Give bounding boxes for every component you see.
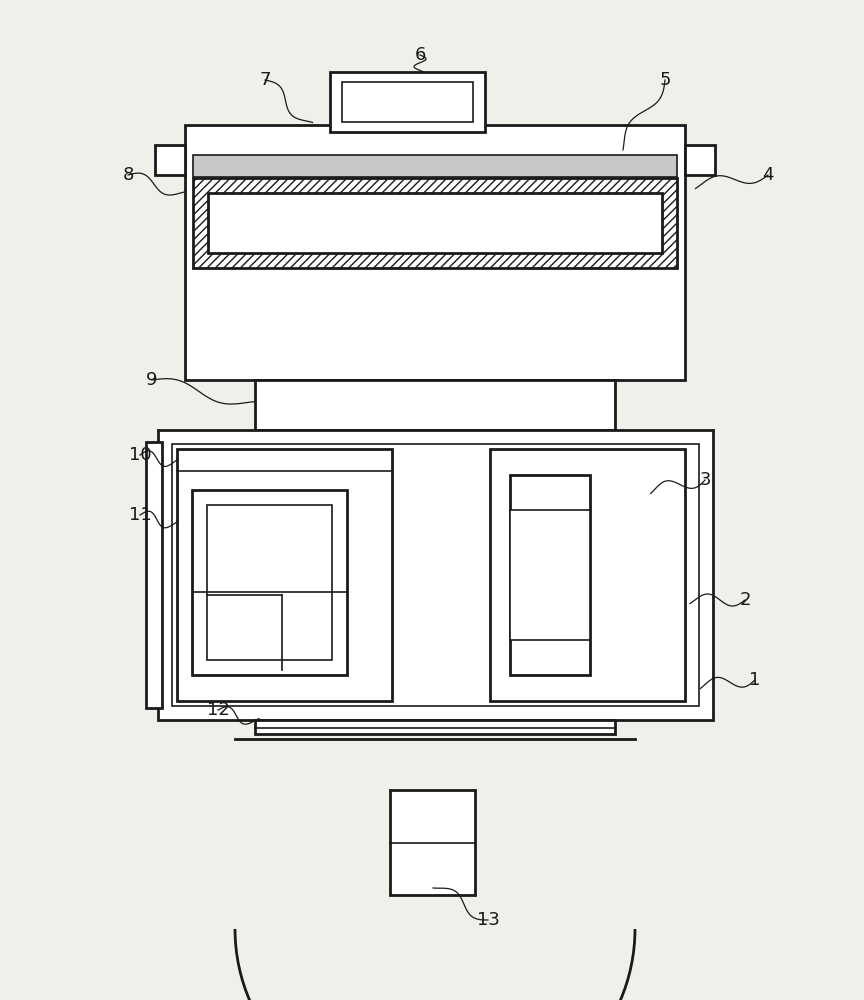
Text: 13: 13	[477, 911, 499, 929]
Bar	[255, 380, 615, 430]
Text: 4: 4	[762, 166, 774, 184]
Bar	[390, 790, 475, 895]
Bar	[685, 145, 715, 175]
Text: 12: 12	[206, 701, 230, 719]
Bar	[193, 155, 677, 177]
Bar	[330, 72, 485, 132]
Bar	[208, 193, 662, 253]
Bar	[172, 444, 699, 706]
Bar	[192, 490, 347, 675]
Text: 5: 5	[659, 71, 670, 89]
Text: 8: 8	[123, 166, 134, 184]
Bar	[207, 505, 332, 660]
Text: 10: 10	[129, 446, 151, 464]
Text: 1: 1	[749, 671, 760, 689]
Bar	[342, 82, 473, 122]
Text: 3: 3	[699, 471, 711, 489]
Bar	[185, 125, 685, 380]
Bar	[193, 178, 677, 268]
Bar	[158, 430, 713, 720]
Bar	[177, 449, 392, 701]
Bar	[490, 449, 685, 701]
Bar	[146, 442, 162, 708]
Text: 2: 2	[740, 591, 751, 609]
Bar	[255, 720, 615, 734]
Text: 6: 6	[415, 46, 426, 64]
Bar	[510, 510, 590, 640]
Bar	[155, 145, 185, 175]
Text: 11: 11	[129, 506, 151, 524]
Text: 7: 7	[259, 71, 270, 89]
Bar	[510, 475, 590, 675]
Text: 9: 9	[146, 371, 158, 389]
